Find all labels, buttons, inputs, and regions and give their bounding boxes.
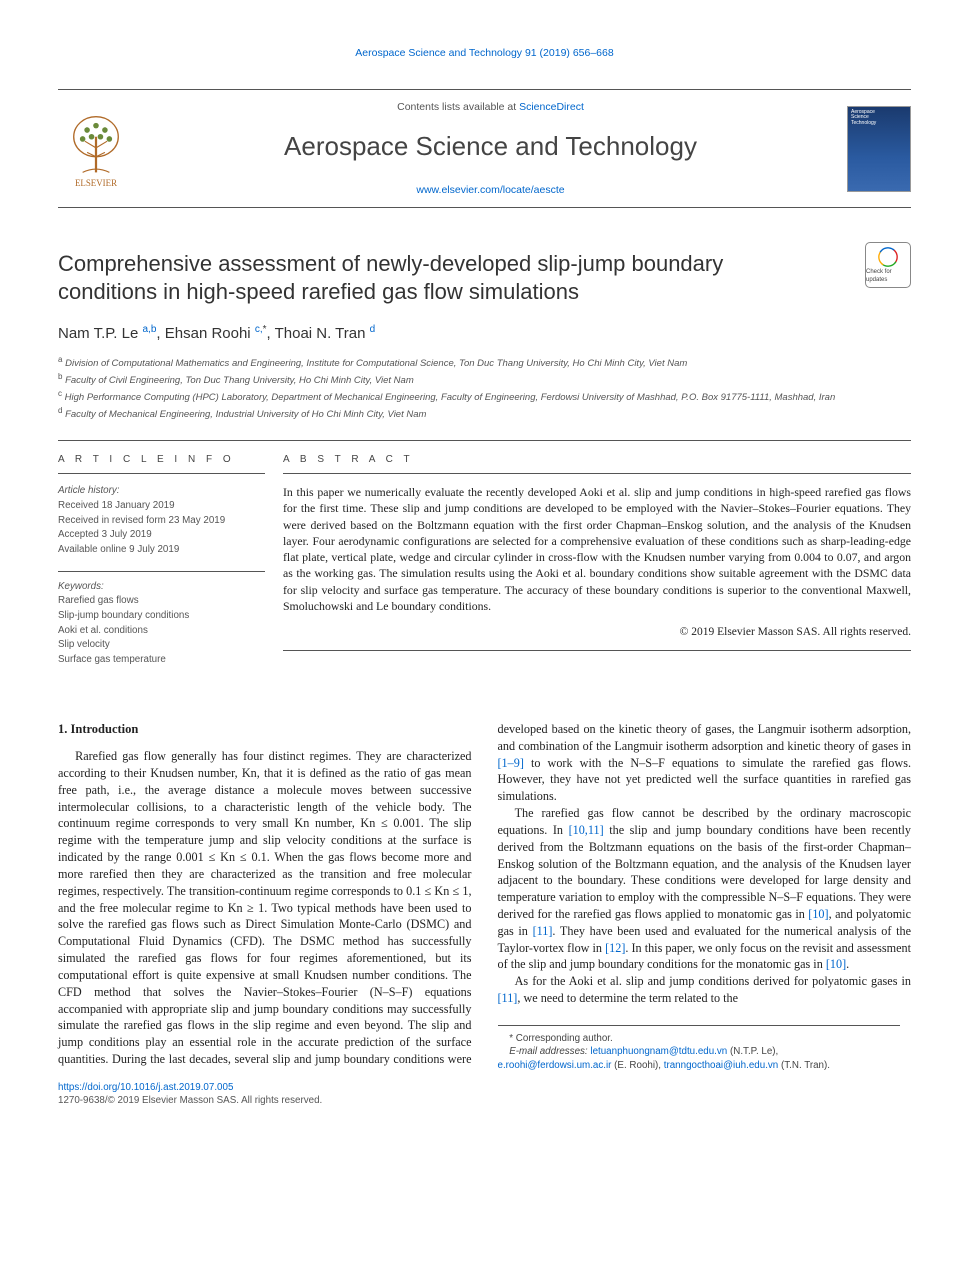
doi-link[interactable]: https://doi.org/10.1016/j.ast.2019.07.00… xyxy=(58,1082,233,1093)
body-paragraph: The rarefied gas flow cannot be describe… xyxy=(498,805,912,973)
journal-title: Aerospace Science and Technology xyxy=(134,128,847,164)
abstract-column: A B S T R A C T In this paper we numeric… xyxy=(283,441,911,693)
affiliation-b: Faculty of Civil Engineering, Ton Duc Th… xyxy=(65,376,414,387)
cover-line-3: Technology xyxy=(851,121,907,127)
article-info-heading: A R T I C L E I N F O xyxy=(58,453,265,474)
email-link[interactable]: tranngocthoai@iuh.edu.vn xyxy=(664,1060,779,1071)
keyword: Surface gas temperature xyxy=(58,653,265,667)
issn-copyright: 1270-9638/© 2019 Elsevier Masson SAS. Al… xyxy=(58,1094,911,1108)
keyword: Slip-jump boundary conditions xyxy=(58,609,265,623)
author-2: Ehsan Roohi xyxy=(165,325,251,342)
keyword: Rarefied gas flows xyxy=(58,594,265,608)
email-label: E-mail addresses: xyxy=(509,1046,587,1057)
article-title: Comprehensive assessment of newly-develo… xyxy=(58,250,798,305)
abstract-heading: A B S T R A C T xyxy=(283,453,911,474)
author-3: Thoai N. Tran xyxy=(275,325,366,342)
running-head-link[interactable]: Aerospace Science and Technology 91 (201… xyxy=(355,47,613,59)
author-1: Nam T.P. Le xyxy=(58,325,138,342)
corresponding-star: * xyxy=(263,324,267,335)
footnotes: * Corresponding author. E-mail addresses… xyxy=(498,1025,900,1073)
citation-link[interactable]: [10,11] xyxy=(569,823,604,837)
p1b-tail: to work with the N–S–F equations to simu… xyxy=(498,756,912,804)
keyword: Slip velocity xyxy=(58,638,265,652)
email-link[interactable]: letuanphuongnam@tdtu.edu.vn xyxy=(590,1046,727,1057)
page-footer: https://doi.org/10.1016/j.ast.2019.07.00… xyxy=(58,1081,911,1108)
history-line: Received 18 January 2019 xyxy=(58,499,265,513)
check-updates-icon xyxy=(877,246,899,268)
abstract-text: In this paper we numerically evaluate th… xyxy=(283,484,911,614)
email-who-2: (E. Roohi), xyxy=(611,1060,663,1071)
email-who-1: (N.T.P. Le), xyxy=(727,1046,778,1057)
article-info-column: A R T I C L E I N F O Article history: R… xyxy=(58,441,283,693)
history-line: Accepted 3 July 2019 xyxy=(58,528,265,542)
author-2-affil: c, xyxy=(255,324,263,335)
affiliation-a: Division of Computational Mathematics an… xyxy=(65,359,687,370)
masthead: ELSEVIER Contents lists available at Sci… xyxy=(58,89,911,209)
crossmark-label: Check for updates xyxy=(866,268,910,285)
contents-available-line: Contents lists available at ScienceDirec… xyxy=(134,100,847,115)
author-1-affil: a,b xyxy=(143,324,157,335)
abstract-copyright: © 2019 Elsevier Masson SAS. All rights r… xyxy=(283,624,911,651)
journal-cover-thumbnail: Aerospace Science Technology xyxy=(847,106,911,192)
citation-link[interactable]: [1–9] xyxy=(498,756,524,770)
section-1-heading: 1. Introduction xyxy=(58,721,472,738)
tree-icon: ELSEVIER xyxy=(62,110,130,188)
p3-pre: As for the Aoki et al. slip and jump con… xyxy=(515,974,911,988)
citation-link[interactable]: [12] xyxy=(605,941,625,955)
citation-link[interactable]: [11] xyxy=(498,991,518,1005)
email-who-3: (T.N. Tran). xyxy=(778,1060,830,1071)
body-paragraph: As for the Aoki et al. slip and jump con… xyxy=(498,973,912,1007)
citation-link[interactable]: [11] xyxy=(533,924,553,938)
history-label: Article history: xyxy=(58,484,265,498)
svg-text:ELSEVIER: ELSEVIER xyxy=(75,177,117,187)
citation-link[interactable]: [10] xyxy=(808,907,828,921)
affiliations: a Division of Computational Mathematics … xyxy=(58,354,911,422)
history-line: Available online 9 July 2019 xyxy=(58,543,265,557)
elsevier-logo: ELSEVIER xyxy=(58,106,134,192)
author-list: Nam T.P. Le a,b, Ehsan Roohi c,*, Thoai … xyxy=(58,323,911,344)
affiliation-c: High Performance Computing (HPC) Laborat… xyxy=(65,392,836,403)
corresponding-note: * Corresponding author. xyxy=(498,1032,900,1046)
body-columns: 1. Introduction Rarefied gas flow genera… xyxy=(58,721,911,1073)
crossmark-badge[interactable]: Check for updates xyxy=(865,242,911,288)
p2-tail: . xyxy=(846,957,849,971)
p3-tail: , we need to determine the term related … xyxy=(517,991,738,1005)
contents-prefix: Contents lists available at xyxy=(397,101,519,113)
affiliation-d: Faculty of Mechanical Engineering, Indus… xyxy=(65,409,426,420)
author-3-affil: d xyxy=(370,324,376,335)
history-line: Received in revised form 23 May 2019 xyxy=(58,514,265,528)
sciencedirect-link[interactable]: ScienceDirect xyxy=(519,101,584,113)
citation-link[interactable]: [10] xyxy=(826,957,846,971)
keywords-label: Keywords: xyxy=(58,580,265,594)
email-link[interactable]: e.roohi@ferdowsi.um.ac.ir xyxy=(498,1060,612,1071)
keyword: Aoki et al. conditions xyxy=(58,624,265,638)
journal-homepage-link[interactable]: www.elsevier.com/locate/aescte xyxy=(416,184,564,196)
p1-text: Rarefied gas flow generally has four dis… xyxy=(58,749,472,1015)
running-head: Aerospace Science and Technology 91 (201… xyxy=(58,46,911,61)
